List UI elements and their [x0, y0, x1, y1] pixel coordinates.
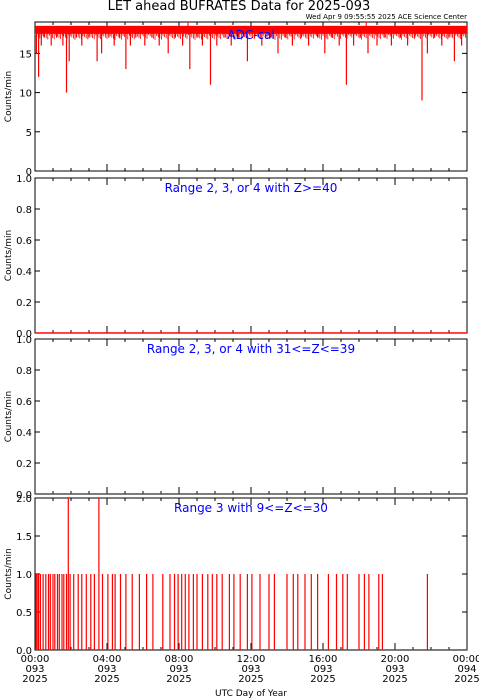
y-tick-label: 0.0	[16, 490, 32, 501]
y-tick-label: 0	[26, 167, 32, 178]
panel-title: Range 2, 3, or 4 with Z>=40	[165, 181, 338, 195]
y-tick-label: 0.5	[16, 608, 32, 619]
y-tick-label: 0.8	[16, 366, 32, 377]
panel-frame	[34, 338, 468, 495]
y-tick-label: 1.0	[16, 174, 32, 185]
x-tick-label-year: 2025	[238, 674, 263, 685]
panel-frame	[34, 21, 468, 172]
x-tick-label-year: 2025	[166, 674, 191, 685]
y-tick-label: 0.6	[16, 397, 32, 408]
x-tick-label-doy: 093	[97, 664, 116, 675]
panel-title: Range 2, 3, or 4 with 31<=Z<=39	[147, 342, 355, 356]
x-axis-label: UTC Day of Year	[215, 689, 287, 699]
x-tick-label-year: 2025	[22, 674, 47, 685]
y-tick-label: 1.5	[16, 532, 32, 543]
panel-frame	[34, 497, 468, 651]
x-tick-label-doy: 093	[385, 664, 404, 675]
x-tick-label-doy: 093	[169, 664, 188, 675]
y-tick-label: 0.8	[16, 205, 32, 216]
y-tick-label: 0.0	[16, 329, 32, 340]
y-tick-label: 1.0	[16, 335, 32, 346]
x-tick-label-time: 12:00	[237, 654, 266, 665]
x-tick-label-time: 00:00	[21, 654, 50, 665]
y-tick-label: 0.2	[16, 459, 32, 470]
y-axis-label: Counts/min	[4, 548, 14, 599]
y-tick-label: 2.0	[16, 494, 32, 505]
chart-panel-1: 0 5 10 15 Counts/min ADC-cal	[4, 21, 468, 178]
timestamp: Wed Apr 9 09:55:55 2025 ACE Science Cent…	[306, 13, 467, 21]
y-axis-label: Counts/min	[4, 71, 14, 122]
x-tick-label-year: 2025	[310, 674, 335, 685]
chart-panel-4: 0.0 0.5 1.0 1.5 2.0 Counts/min Range 3 with 9<…	[4, 494, 468, 657]
x-tick-label-doy: 094	[457, 664, 476, 675]
y-tick-label: 5	[26, 128, 32, 139]
series-band	[35, 25, 467, 34]
x-tick-label-year: 2025	[382, 674, 407, 685]
x-tick-label-time: 16:00	[309, 654, 338, 665]
y-tick-label: 0.0	[16, 646, 32, 657]
y-tick-label: 10	[19, 89, 32, 100]
chart-panel-2: 0.0 0.2 0.4 0.6 0.8 1.0 Counts/min Range 2, 3, …	[4, 174, 468, 340]
x-axis: 00:00093202504:00093202508:00093202512:0…	[21, 654, 479, 685]
x-tick-label-time: 20:00	[381, 654, 410, 665]
y-axis-label: Counts/min	[4, 230, 14, 281]
x-tick-label-doy: 093	[313, 664, 332, 675]
x-tick-label-year: 2025	[454, 674, 479, 685]
chart-panel-3: 0.0 0.2 0.4 0.6 0.8 1.0 Counts/min Range 2, 3, …	[4, 335, 468, 501]
y-tick-label: 1.0	[16, 570, 32, 581]
panel-title: ADC-cal	[227, 28, 274, 42]
y-tick-label: 15	[19, 49, 32, 60]
y-tick-label: 0.4	[16, 428, 32, 439]
x-tick-label-doy: 093	[25, 664, 44, 675]
x-tick-label-time: 08:00	[165, 654, 194, 665]
figure-title: LET ahead BUFRATES Data for 2025-093	[108, 0, 371, 14]
series	[35, 22, 467, 101]
y-tick-label: 0.6	[16, 236, 32, 247]
series	[35, 498, 467, 650]
y-tick-label: 0.2	[16, 298, 32, 309]
x-tick-label-time: 04:00	[93, 654, 122, 665]
y-axis-label: Counts/min	[4, 391, 14, 442]
x-tick-label-time: 00:00	[453, 654, 479, 665]
x-tick-label-doy: 093	[241, 664, 260, 675]
panels: 0 5 10 15 Counts/min ADC-cal 0.0 0.2 0.4 0.6 0.8 1.…	[4, 21, 468, 657]
x-tick-label-year: 2025	[94, 674, 119, 685]
panel-frame	[34, 177, 468, 334]
y-tick-label: 0.4	[16, 267, 32, 278]
panel-title: Range 3 with 9<=Z<=30	[174, 501, 328, 515]
